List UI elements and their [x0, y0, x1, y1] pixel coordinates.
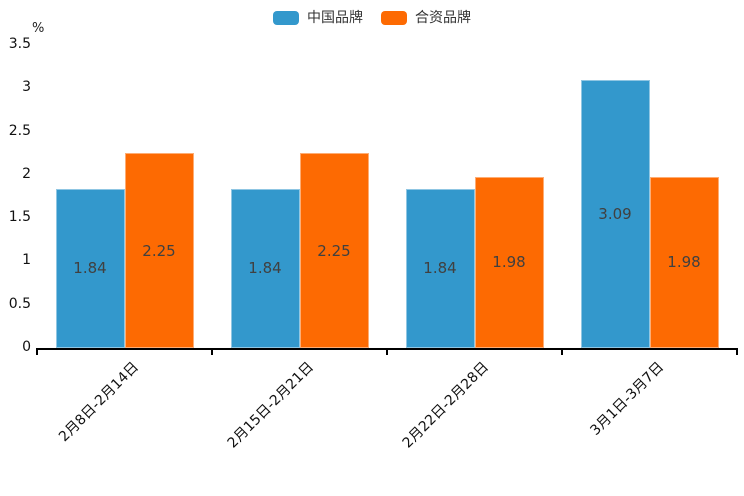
bar-series1[interactable]: 3.09	[580, 80, 650, 348]
chart-legend: 中国品牌 合资品牌	[0, 10, 744, 26]
y-tick-label: 1	[22, 252, 31, 269]
legend-item[interactable]: 合资品牌	[381, 10, 471, 26]
bar-value-label: 1.98	[492, 253, 526, 272]
legend-label: 合资品牌	[415, 10, 471, 26]
legend-swatch	[273, 11, 299, 25]
x-axis-tick	[36, 348, 38, 355]
bar-series2[interactable]: 2.25	[299, 153, 369, 348]
bar-value-label: 1.84	[248, 259, 282, 278]
legend-item[interactable]: 中国品牌	[273, 10, 363, 26]
y-tick-label: 3	[22, 79, 31, 96]
bar-series2[interactable]: 2.25	[124, 153, 194, 348]
x-axis-tick	[736, 348, 738, 355]
y-tick-label: 2.5	[8, 122, 31, 139]
bar-series1[interactable]: 1.84	[405, 188, 475, 348]
legend-label: 中国品牌	[307, 10, 363, 26]
y-tick-label: 1.5	[8, 209, 31, 226]
x-category-label: 2月8日-2月14日	[55, 359, 142, 446]
x-category-label: 2月22日-2月28日	[399, 359, 492, 452]
legend-swatch	[381, 11, 407, 25]
bar-value-label: 2.25	[142, 241, 176, 260]
y-tick-label: 3.5	[8, 36, 31, 52]
x-category-label: 3月1日-3月7日	[587, 359, 667, 439]
y-tick-label: 0	[22, 339, 31, 355]
x-axis-tick	[561, 348, 563, 355]
y-tick-label: 0.5	[8, 295, 31, 312]
x-axis-tick	[211, 348, 213, 355]
bar-value-label: 1.84	[73, 259, 107, 278]
bar-value-label: 1.84	[423, 259, 457, 278]
x-category-label: 2月15日-2月21日	[224, 359, 317, 452]
bar-series1[interactable]: 1.84	[230, 188, 300, 348]
bar-series1[interactable]: 1.84	[55, 188, 125, 348]
bar-value-label: 1.98	[667, 253, 701, 272]
y-axis-unit-label: %	[32, 21, 45, 36]
y-tick-label: 2	[22, 165, 31, 182]
bar-value-label: 3.09	[598, 205, 632, 224]
x-axis-tick	[386, 348, 388, 355]
bar-value-label: 2.25	[317, 241, 351, 260]
bar-series2[interactable]: 1.98	[649, 176, 719, 348]
bar-series2[interactable]: 1.98	[474, 176, 544, 348]
